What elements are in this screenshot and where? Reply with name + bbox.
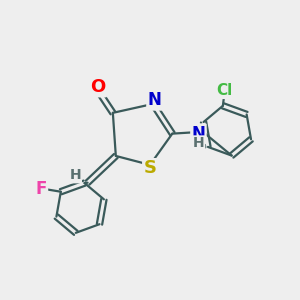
Text: O: O — [90, 78, 106, 96]
Text: H: H — [69, 168, 81, 182]
Text: N: N — [191, 125, 206, 143]
Text: F: F — [35, 180, 47, 198]
Text: H: H — [193, 136, 204, 151]
Text: N: N — [148, 92, 161, 110]
Text: Cl: Cl — [216, 83, 232, 98]
Text: S: S — [143, 159, 157, 177]
